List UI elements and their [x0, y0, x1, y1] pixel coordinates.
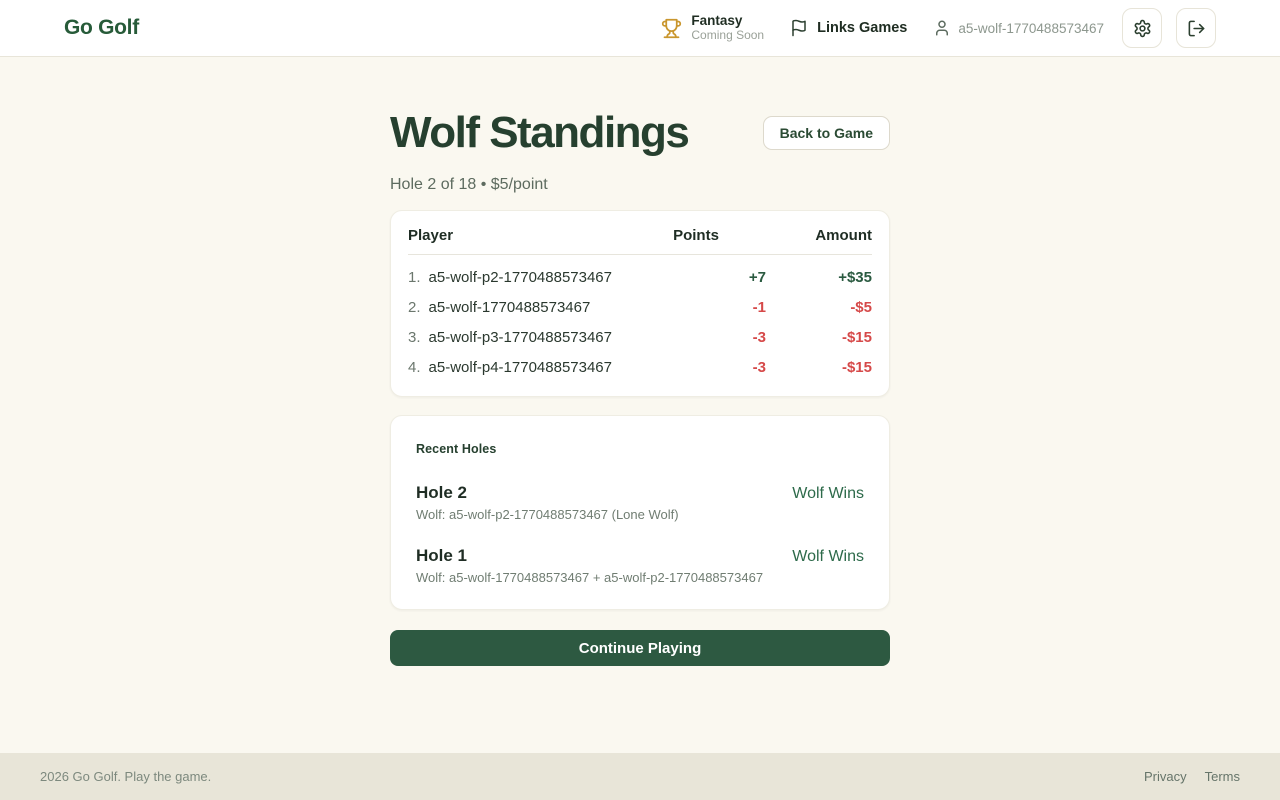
username-text: a5-wolf-1770488573467	[958, 20, 1104, 36]
recent-holes-card: Recent Holes Hole 2 Wolf: a5-wolf-p2-177…	[390, 415, 890, 611]
logout-button[interactable]	[1176, 8, 1216, 48]
table-row: 2. a5-wolf-1770488573467 -1 -$5	[408, 292, 872, 322]
recent-holes-list: Hole 2 Wolf: a5-wolf-p2-1770488573467 (L…	[416, 482, 864, 585]
user-icon	[933, 19, 951, 37]
back-to-game-button[interactable]: Back to Game	[762, 116, 890, 151]
list-item: Hole 2 Wolf: a5-wolf-p2-1770488573467 (L…	[416, 482, 864, 522]
player-amount: -$5	[850, 298, 872, 316]
player-points: -1	[752, 298, 766, 316]
standings-header-row: Player Points Amount	[408, 227, 872, 256]
column-header-player: Player	[408, 227, 454, 245]
column-header-amount: Amount	[815, 227, 872, 245]
hole-detail: Wolf: a5-wolf-p2-1770488573467 (Lone Wol…	[416, 507, 679, 523]
footer-links: Privacy Terms	[1144, 769, 1240, 784]
player-amount: +$35	[838, 268, 872, 286]
table-row: 3. a5-wolf-p3-1770488573467 -3 -$15	[408, 322, 872, 352]
trophy-icon	[661, 18, 682, 39]
player-rank: 1.	[408, 268, 421, 286]
list-item: Hole 1 Wolf: a5-wolf-1770488573467 + a5-…	[416, 545, 864, 585]
logout-icon	[1187, 19, 1206, 38]
standings-card: Player Points Amount 1. a5-wolf-p2-17704…	[390, 210, 890, 398]
recent-holes-heading: Recent Holes	[416, 442, 497, 457]
header-nav: Fantasy Coming Soon Links Games a5-wolf-…	[661, 8, 1216, 48]
user-chip: a5-wolf-1770488573467	[933, 19, 1104, 37]
hole-title: Hole 2	[416, 483, 468, 503]
brand-logo[interactable]: Go Golf	[64, 16, 139, 39]
player-points: -3	[752, 358, 766, 376]
player-amount: -$15	[841, 358, 872, 376]
continue-playing-button[interactable]: Continue Playing	[390, 630, 890, 667]
footer: 2026 Go Golf. Play the game. Privacy Ter…	[0, 753, 1280, 800]
player-points: -3	[752, 328, 766, 346]
player-name: a5-wolf-p3-1770488573467	[428, 328, 612, 346]
page-title: Wolf Standings	[390, 108, 690, 157]
nav-item-fantasy[interactable]: Fantasy Coming Soon	[661, 13, 764, 42]
hole-result: Wolf Wins	[792, 485, 864, 503]
footer-link-terms[interactable]: Terms	[1204, 769, 1240, 784]
links-games-label: Links Games	[817, 20, 908, 36]
player-name: a5-wolf-p4-1770488573467	[428, 358, 612, 376]
column-header-points: Points	[673, 227, 719, 245]
player-name: a5-wolf-p2-1770488573467	[428, 268, 612, 286]
gear-icon	[1133, 19, 1152, 38]
nav-item-links-games[interactable]: Links Games	[790, 19, 907, 37]
player-rank: 3.	[408, 328, 421, 346]
player-rank: 2.	[408, 298, 421, 316]
standings-body: 1. a5-wolf-p2-1770488573467 +7 +$35 2. a…	[408, 255, 872, 382]
footer-link-privacy[interactable]: Privacy	[1143, 769, 1187, 784]
table-row: 4. a5-wolf-p4-1770488573467 -3 -$15	[408, 352, 872, 382]
footer-copyright: 2026 Go Golf. Play the game.	[40, 769, 212, 784]
header: Go Golf Fantasy Coming Soon Links Games	[0, 0, 1280, 57]
hole-result: Wolf Wins	[792, 548, 864, 566]
player-points: +7	[748, 268, 766, 286]
header-buttons	[1122, 8, 1216, 48]
fantasy-label: Fantasy	[691, 13, 743, 29]
flag-icon	[790, 19, 808, 37]
main-content: Wolf Standings Back to Game Hole 2 of 18…	[0, 57, 1280, 753]
player-amount: -$15	[841, 328, 872, 346]
hole-status-text: Hole 2 of 18 • $5/point	[390, 176, 548, 194]
hole-title: Hole 1	[416, 546, 468, 566]
settings-button[interactable]	[1122, 8, 1162, 48]
player-rank: 4.	[408, 358, 421, 376]
fantasy-sublabel: Coming Soon	[691, 27, 765, 42]
table-row: 1. a5-wolf-p2-1770488573467 +7 +$35	[408, 262, 872, 292]
hole-detail: Wolf: a5-wolf-1770488573467 + a5-wolf-p2…	[416, 570, 764, 586]
player-name: a5-wolf-1770488573467	[428, 298, 591, 316]
